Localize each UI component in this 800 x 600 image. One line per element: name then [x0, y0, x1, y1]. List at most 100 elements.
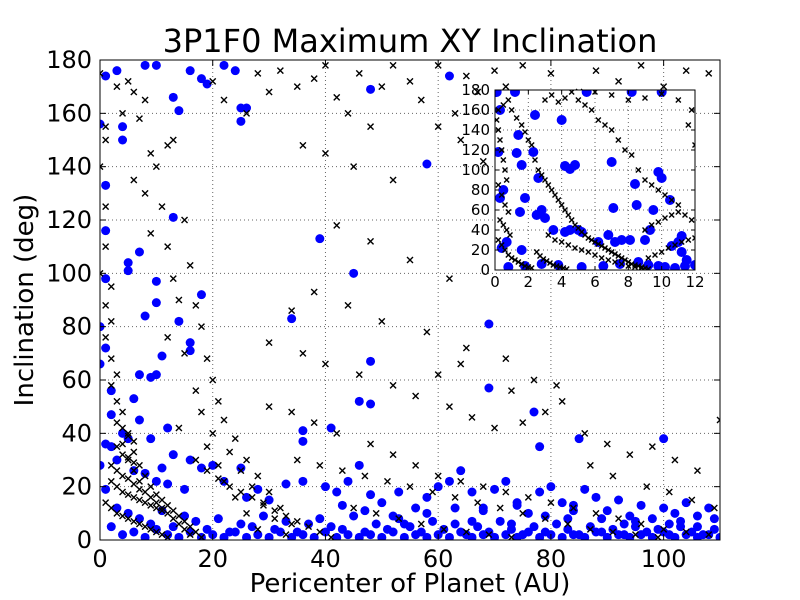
- inset-black-x-point: [588, 107, 595, 113]
- main-black-x-point: [682, 528, 690, 536]
- main-black-x-point: [130, 493, 138, 501]
- main-y-tick-label: 160: [46, 99, 92, 127]
- main-blue-point: [428, 516, 438, 526]
- main-blue-point: [236, 463, 246, 473]
- main-blue-point: [134, 415, 144, 425]
- main-y-tick-label: 40: [61, 419, 92, 447]
- main-black-x-point: [220, 416, 228, 424]
- inset-black-x-point: [548, 92, 555, 98]
- inset-blue-point: [581, 90, 592, 97]
- main-blue-point: [546, 482, 556, 492]
- main-blue-point: [360, 506, 370, 516]
- main-blue-point: [174, 106, 184, 116]
- main-black-x-point: [502, 488, 510, 496]
- main-y-tick-label: 60: [61, 366, 92, 394]
- main-blue-point: [140, 311, 150, 321]
- main-black-x-point: [293, 83, 301, 91]
- main-black-x-point: [141, 472, 149, 480]
- inset-black-x-point: [578, 247, 585, 253]
- main-blue-point: [202, 524, 212, 534]
- inset-x-tick-label: 2: [524, 273, 534, 291]
- main-black-x-point: [119, 512, 127, 520]
- main-black-x-point: [175, 520, 183, 528]
- main-blue-point: [101, 180, 111, 190]
- main-blue-point: [309, 532, 319, 540]
- main-black-x-point: [135, 485, 143, 493]
- main-blue-point: [478, 506, 488, 516]
- main-blue-point: [484, 319, 494, 329]
- inset-x-tick-label: 8: [624, 273, 634, 291]
- main-blue-point: [512, 532, 522, 540]
- main-blue-point: [101, 71, 111, 81]
- main-black-x-point: [107, 461, 115, 469]
- main-black-x-point: [192, 456, 200, 464]
- main-blue-point: [523, 508, 533, 518]
- main-y-tick-label: 100: [46, 259, 92, 287]
- main-black-x-point: [479, 157, 487, 165]
- main-black-x-point: [141, 488, 149, 496]
- main-blue-point: [411, 503, 421, 513]
- main-black-x-point: [197, 408, 205, 416]
- main-blue-point: [444, 71, 454, 81]
- main-black-x-point: [451, 109, 459, 117]
- main-black-x-point: [135, 477, 143, 485]
- main-blue-point: [349, 511, 359, 521]
- main-blue-point: [495, 516, 505, 526]
- inset-blue-point: [656, 173, 667, 183]
- inset-blue-point: [516, 245, 527, 255]
- main-black-x-point: [288, 408, 296, 416]
- main-black-x-point: [130, 88, 138, 96]
- inset-black-x-point: [503, 177, 510, 183]
- inset-black-x-point: [552, 237, 558, 243]
- main-black-x-point: [152, 504, 160, 512]
- inset-x-tick-label: 10: [652, 273, 671, 291]
- main-black-x-point: [107, 381, 115, 389]
- main-blue-point: [123, 258, 133, 268]
- inset-x-tick-label: 12: [685, 273, 704, 291]
- main-black-x-point: [243, 109, 251, 117]
- main-blue-point: [670, 508, 680, 518]
- main-blue-point: [253, 484, 263, 494]
- main-black-x-point: [119, 488, 127, 496]
- main-blue-point: [456, 527, 466, 537]
- main-black-x-point: [682, 67, 690, 75]
- main-blue-point: [343, 476, 353, 486]
- main-blue-point: [597, 514, 607, 524]
- main-blue-point: [422, 508, 432, 518]
- x-axis-label: Pericenter of Planet (AU): [250, 569, 571, 599]
- main-black-x-point: [609, 472, 617, 480]
- main-blue-point: [275, 527, 285, 537]
- main-black-x-point: [164, 501, 172, 509]
- main-blue-point: [349, 268, 359, 278]
- main-blue-point: [371, 519, 381, 529]
- main-blue-point: [366, 84, 376, 94]
- main-black-x-point: [378, 317, 386, 325]
- main-plot-frame: [99, 59, 721, 541]
- main-blue-point: [196, 463, 206, 473]
- main-black-x-point: [124, 456, 132, 464]
- inset-black-x-point: [500, 102, 507, 108]
- main-black-x-point: [100, 163, 104, 171]
- main-black-x-point: [660, 83, 668, 91]
- main-black-x-point: [152, 499, 160, 507]
- inset-black-x-point: [655, 187, 662, 193]
- inset-y-tick-label: 120: [461, 141, 490, 159]
- main-black-x-point: [445, 275, 453, 283]
- main-black-x-point: [186, 261, 194, 269]
- main-blue-point: [101, 343, 111, 353]
- main-blue-point: [614, 530, 624, 540]
- main-black-x-point: [124, 432, 132, 440]
- inset-black-x-point: [635, 263, 642, 269]
- main-black-x-point: [305, 523, 313, 531]
- main-black-x-point: [716, 416, 720, 424]
- main-blue-point: [185, 346, 195, 356]
- main-black-x-point: [615, 77, 623, 85]
- inset-blue-point: [503, 262, 514, 270]
- inset-blue-point: [648, 205, 659, 215]
- main-black-x-point: [688, 496, 696, 504]
- main-blue-point: [614, 495, 624, 505]
- main-y-tick-label: 0: [77, 526, 92, 554]
- main-blue-point: [529, 522, 539, 532]
- main-black-x-point: [243, 509, 251, 517]
